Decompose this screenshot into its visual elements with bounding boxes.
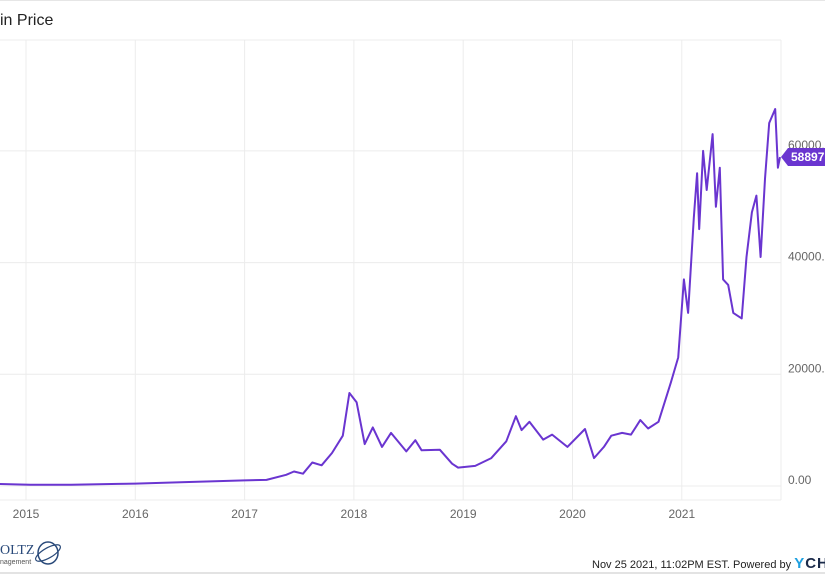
last-value-label: 58897	[781, 148, 825, 167]
y-tick-label: 40000.00	[788, 250, 825, 264]
x-tick-label: 2015	[13, 507, 40, 521]
price-line	[0, 108, 781, 486]
ycharts-logo[interactable]: YCHA	[794, 555, 825, 572]
last-value-badge	[781, 148, 825, 167]
x-tick-label: 2017	[231, 507, 258, 521]
logo-name: OLTZ	[0, 543, 35, 558]
logo-sub: nagement	[0, 559, 32, 566]
last-value-text: 58897	[791, 150, 825, 164]
bottom-divider	[0, 572, 825, 574]
top-divider	[0, 0, 825, 1]
x-tick-label: 2020	[559, 507, 586, 521]
y-tick-label: 20000.00	[788, 361, 825, 375]
x-tick-label: 2018	[341, 507, 368, 521]
timestamp: Nov 25 2021, 11:02PM EST. Powered by	[592, 559, 792, 571]
y-tick-label: 0.00	[788, 473, 812, 487]
footer-attribution: Nov 25 2021, 11:02PM EST. Powered by YCH…	[592, 555, 825, 572]
x-tick-label: 2016	[122, 507, 149, 521]
globe-logo-icon	[35, 541, 61, 565]
x-tick-label: 2019	[450, 507, 477, 521]
x-tick-label: 2021	[668, 507, 695, 521]
chart-title: in Price	[0, 12, 54, 29]
